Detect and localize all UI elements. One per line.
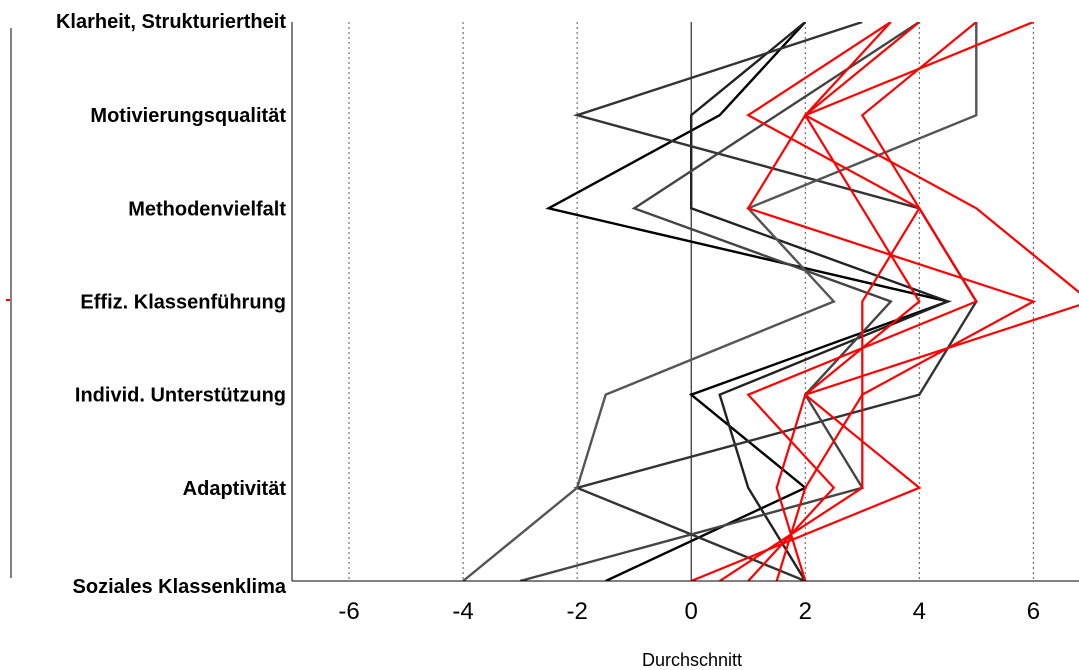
series-line-4 <box>519 22 920 581</box>
x-tick-label: -2 <box>566 598 587 625</box>
x-tick-label: 2 <box>799 598 812 625</box>
category-label: Methodenvielfalt <box>128 198 286 220</box>
category-label: Adaptivität <box>183 478 287 500</box>
category-label: Klarheit, Strukturiertheit <box>56 11 286 33</box>
x-tick-label: -6 <box>338 598 359 625</box>
series-line-2 <box>690 22 952 581</box>
x-tick-label: -4 <box>452 598 473 625</box>
category-label: Soziales Klassenklima <box>73 576 287 598</box>
series-line-3 <box>572 22 978 581</box>
category-label: Effiz. Klassenführung <box>80 292 286 314</box>
x-tick-label: 6 <box>1027 598 1040 625</box>
label-layer: -6 -4 -2 0 2 4 6 Klarheit, Strukturiertheit Moti… <box>56 11 1040 625</box>
grid-layer <box>348 22 1034 581</box>
x-axis-title: Durchschnitt <box>642 650 742 670</box>
series-line-9 <box>719 22 1037 581</box>
series-line-5 <box>462 22 978 581</box>
series-line-10 <box>775 22 1079 581</box>
series-layer <box>462 22 1079 581</box>
category-label: Individ. Unterstützung <box>75 385 286 407</box>
series-line-8 <box>775 22 977 581</box>
x-tick-label: 0 <box>685 598 698 625</box>
category-label: Motivierungsqualität <box>90 105 286 127</box>
axis-layer <box>6 22 1079 582</box>
series-line-6 <box>746 22 978 581</box>
x-tick-label: 4 <box>913 598 926 625</box>
